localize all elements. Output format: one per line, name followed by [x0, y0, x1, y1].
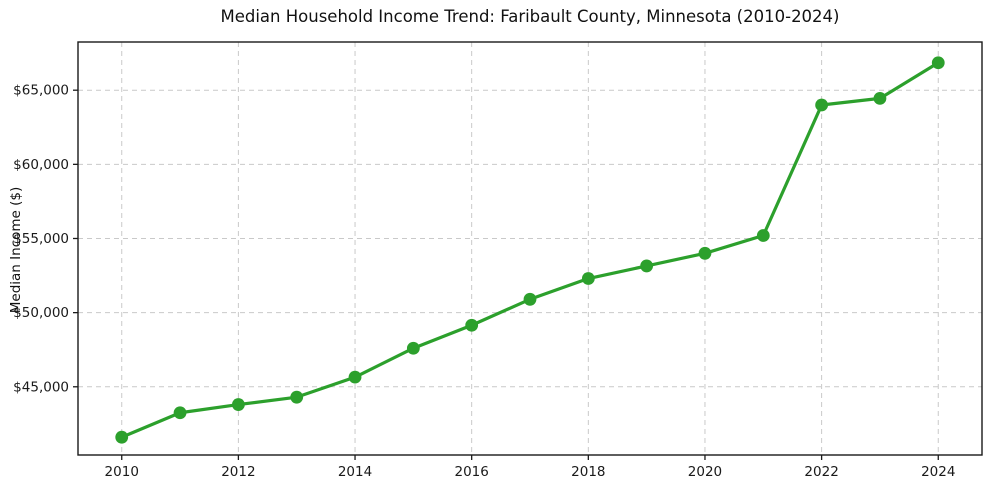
y-tick-label: $65,000 [13, 83, 69, 99]
x-tick-label: 2012 [221, 464, 255, 480]
data-point [640, 259, 654, 273]
data-point [173, 406, 187, 420]
y-tick-label: $60,000 [13, 157, 69, 173]
data-point [756, 229, 770, 242]
x-tick-label: 2018 [571, 464, 605, 480]
series-line [120, 61, 940, 439]
data-point [815, 98, 829, 112]
data-point [406, 341, 420, 355]
data-point [581, 272, 595, 285]
x-tick-label: 2024 [921, 464, 955, 480]
data-point [873, 91, 887, 105]
data-point [231, 398, 245, 411]
y-tick-label: $45,000 [13, 379, 69, 395]
x-tick-label: 2016 [454, 464, 488, 480]
chart-title: Median Household Income Trend: Faribault… [220, 7, 840, 26]
data-point [523, 292, 537, 306]
data-point [115, 430, 129, 444]
y-tick-label: $55,000 [13, 231, 69, 247]
data-point [465, 318, 479, 332]
data-point [698, 246, 712, 260]
data-point [290, 390, 304, 404]
x-tick-label: 2010 [105, 464, 139, 480]
x-tick-label: 2020 [688, 464, 722, 480]
x-tick-label: 2014 [338, 464, 372, 480]
data-point [931, 56, 945, 70]
y-tick-label: $50,000 [13, 305, 69, 321]
y-axis-label-text: Median Income ($) [8, 186, 24, 314]
data-point [348, 370, 362, 384]
plot-frame [77, 41, 983, 456]
x-tick-label: 2022 [804, 464, 838, 480]
